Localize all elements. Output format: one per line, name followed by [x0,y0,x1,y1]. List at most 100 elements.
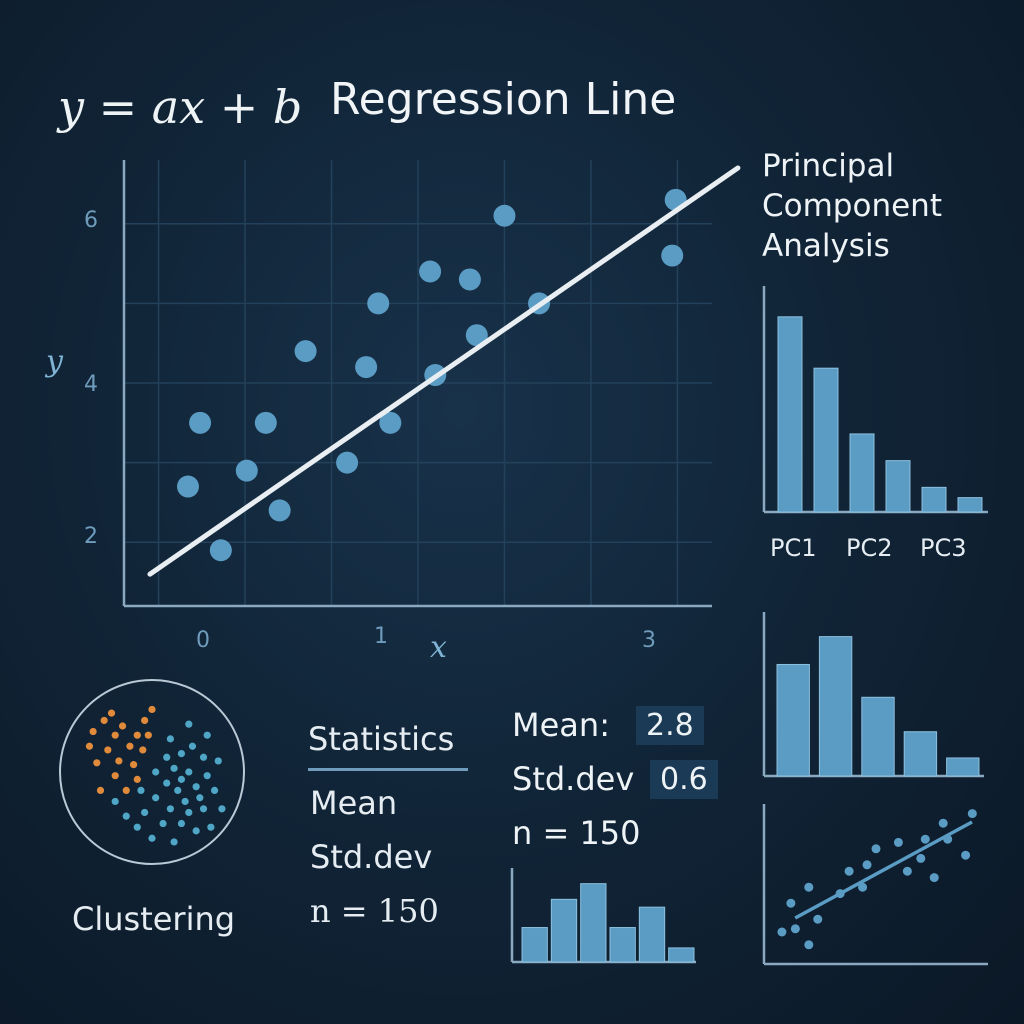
cluster-point [152,794,160,802]
statistics-underline [308,768,468,771]
cluster-point [148,834,156,842]
cluster-point [214,757,222,765]
cluster-point [192,827,200,835]
bar [521,927,548,963]
data-point [916,853,926,863]
stddev-key: Std.dev [512,760,635,798]
pca-bar-chart [762,286,988,514]
bar [861,696,895,777]
bar [957,497,983,513]
cluster-point [122,812,130,820]
stats-item-mean: Mean [310,784,398,822]
cluster-point [163,779,171,787]
data-point [804,940,814,950]
cluster-point [139,746,147,754]
x-axis-label: x [430,630,447,665]
cluster-point [185,768,193,776]
data-point [379,411,402,434]
data-point [209,539,232,562]
cluster-point [126,742,134,750]
cluster-point [137,786,145,795]
cluster-point [115,757,123,765]
cluster-point [192,783,200,791]
cluster-point [141,716,149,725]
bar [550,898,578,963]
cluster-point [207,823,215,831]
n-count: n = 150 [512,814,641,852]
cluster-point [170,764,178,772]
data-point [893,837,903,847]
data-point [419,260,442,283]
mini-regression-plot [762,804,988,966]
clustering-label: Clustering [72,900,236,938]
pca-title: Principal Component Analysis [762,148,942,264]
data-point [336,451,359,474]
data-point [458,268,481,291]
cluster-point [185,808,193,817]
data-point [844,866,854,876]
cluster-point [89,727,97,736]
cluster-point [107,709,116,717]
data-point [355,356,378,379]
cluster-point [118,722,127,730]
regression-line [794,820,973,920]
cluster-point [196,794,204,802]
data-point [176,475,199,498]
data-point [465,324,488,347]
data-point [862,860,872,870]
cluster-point [104,746,112,754]
cluster-point [185,720,193,728]
pc-tick-label: PC1 [770,534,817,562]
x-tick-label: 0 [196,628,210,653]
cluster-point [166,735,174,743]
data-point [268,499,291,522]
cluster-point [96,786,105,795]
cluster-point [133,823,141,831]
cluster-point [133,775,141,783]
cluster-point [203,772,211,780]
cluster-point [148,705,156,714]
cluster-point [177,750,186,758]
cluster-point [111,797,119,806]
cluster-point [199,805,208,813]
cluster-point [174,786,182,795]
data-point [929,873,939,883]
x-tick-label: 1 [374,624,388,649]
x-tick-label: 3 [642,628,656,653]
cluster-point [122,786,130,795]
histogram-right [762,612,984,778]
stats-item-stddev: Std.dev [310,838,433,876]
cluster-point [199,753,208,761]
pc-tick-label: PC2 [846,534,893,562]
cluster-point [130,761,138,769]
cluster-point [133,731,141,739]
bar [638,906,666,963]
formula-label: y = ax + b [58,80,303,134]
clustering-plot [59,679,245,865]
data-point [254,411,277,434]
chart-title: Regression Line [330,74,677,125]
y-axis-label: y [46,344,63,379]
cluster-point [159,819,167,828]
cluster-point [166,805,174,813]
cluster-point [111,772,119,780]
cluster-point [85,742,94,750]
data-point [661,244,684,267]
data-point [967,809,977,819]
cluster-point [144,731,152,739]
data-point [871,844,881,854]
cluster-point [170,838,178,846]
mean-key: Mean: [512,706,610,744]
mean-value: 2.8 [636,706,704,745]
cluster-point [141,808,149,817]
cluster-point [177,819,186,828]
regression-line [147,165,741,577]
data-point [961,850,971,860]
data-point [902,866,912,876]
cluster-point [163,753,171,761]
regression-scatter-plot [122,160,741,608]
cluster-boundary [59,679,245,865]
data-point [813,914,823,924]
bar [668,947,695,963]
